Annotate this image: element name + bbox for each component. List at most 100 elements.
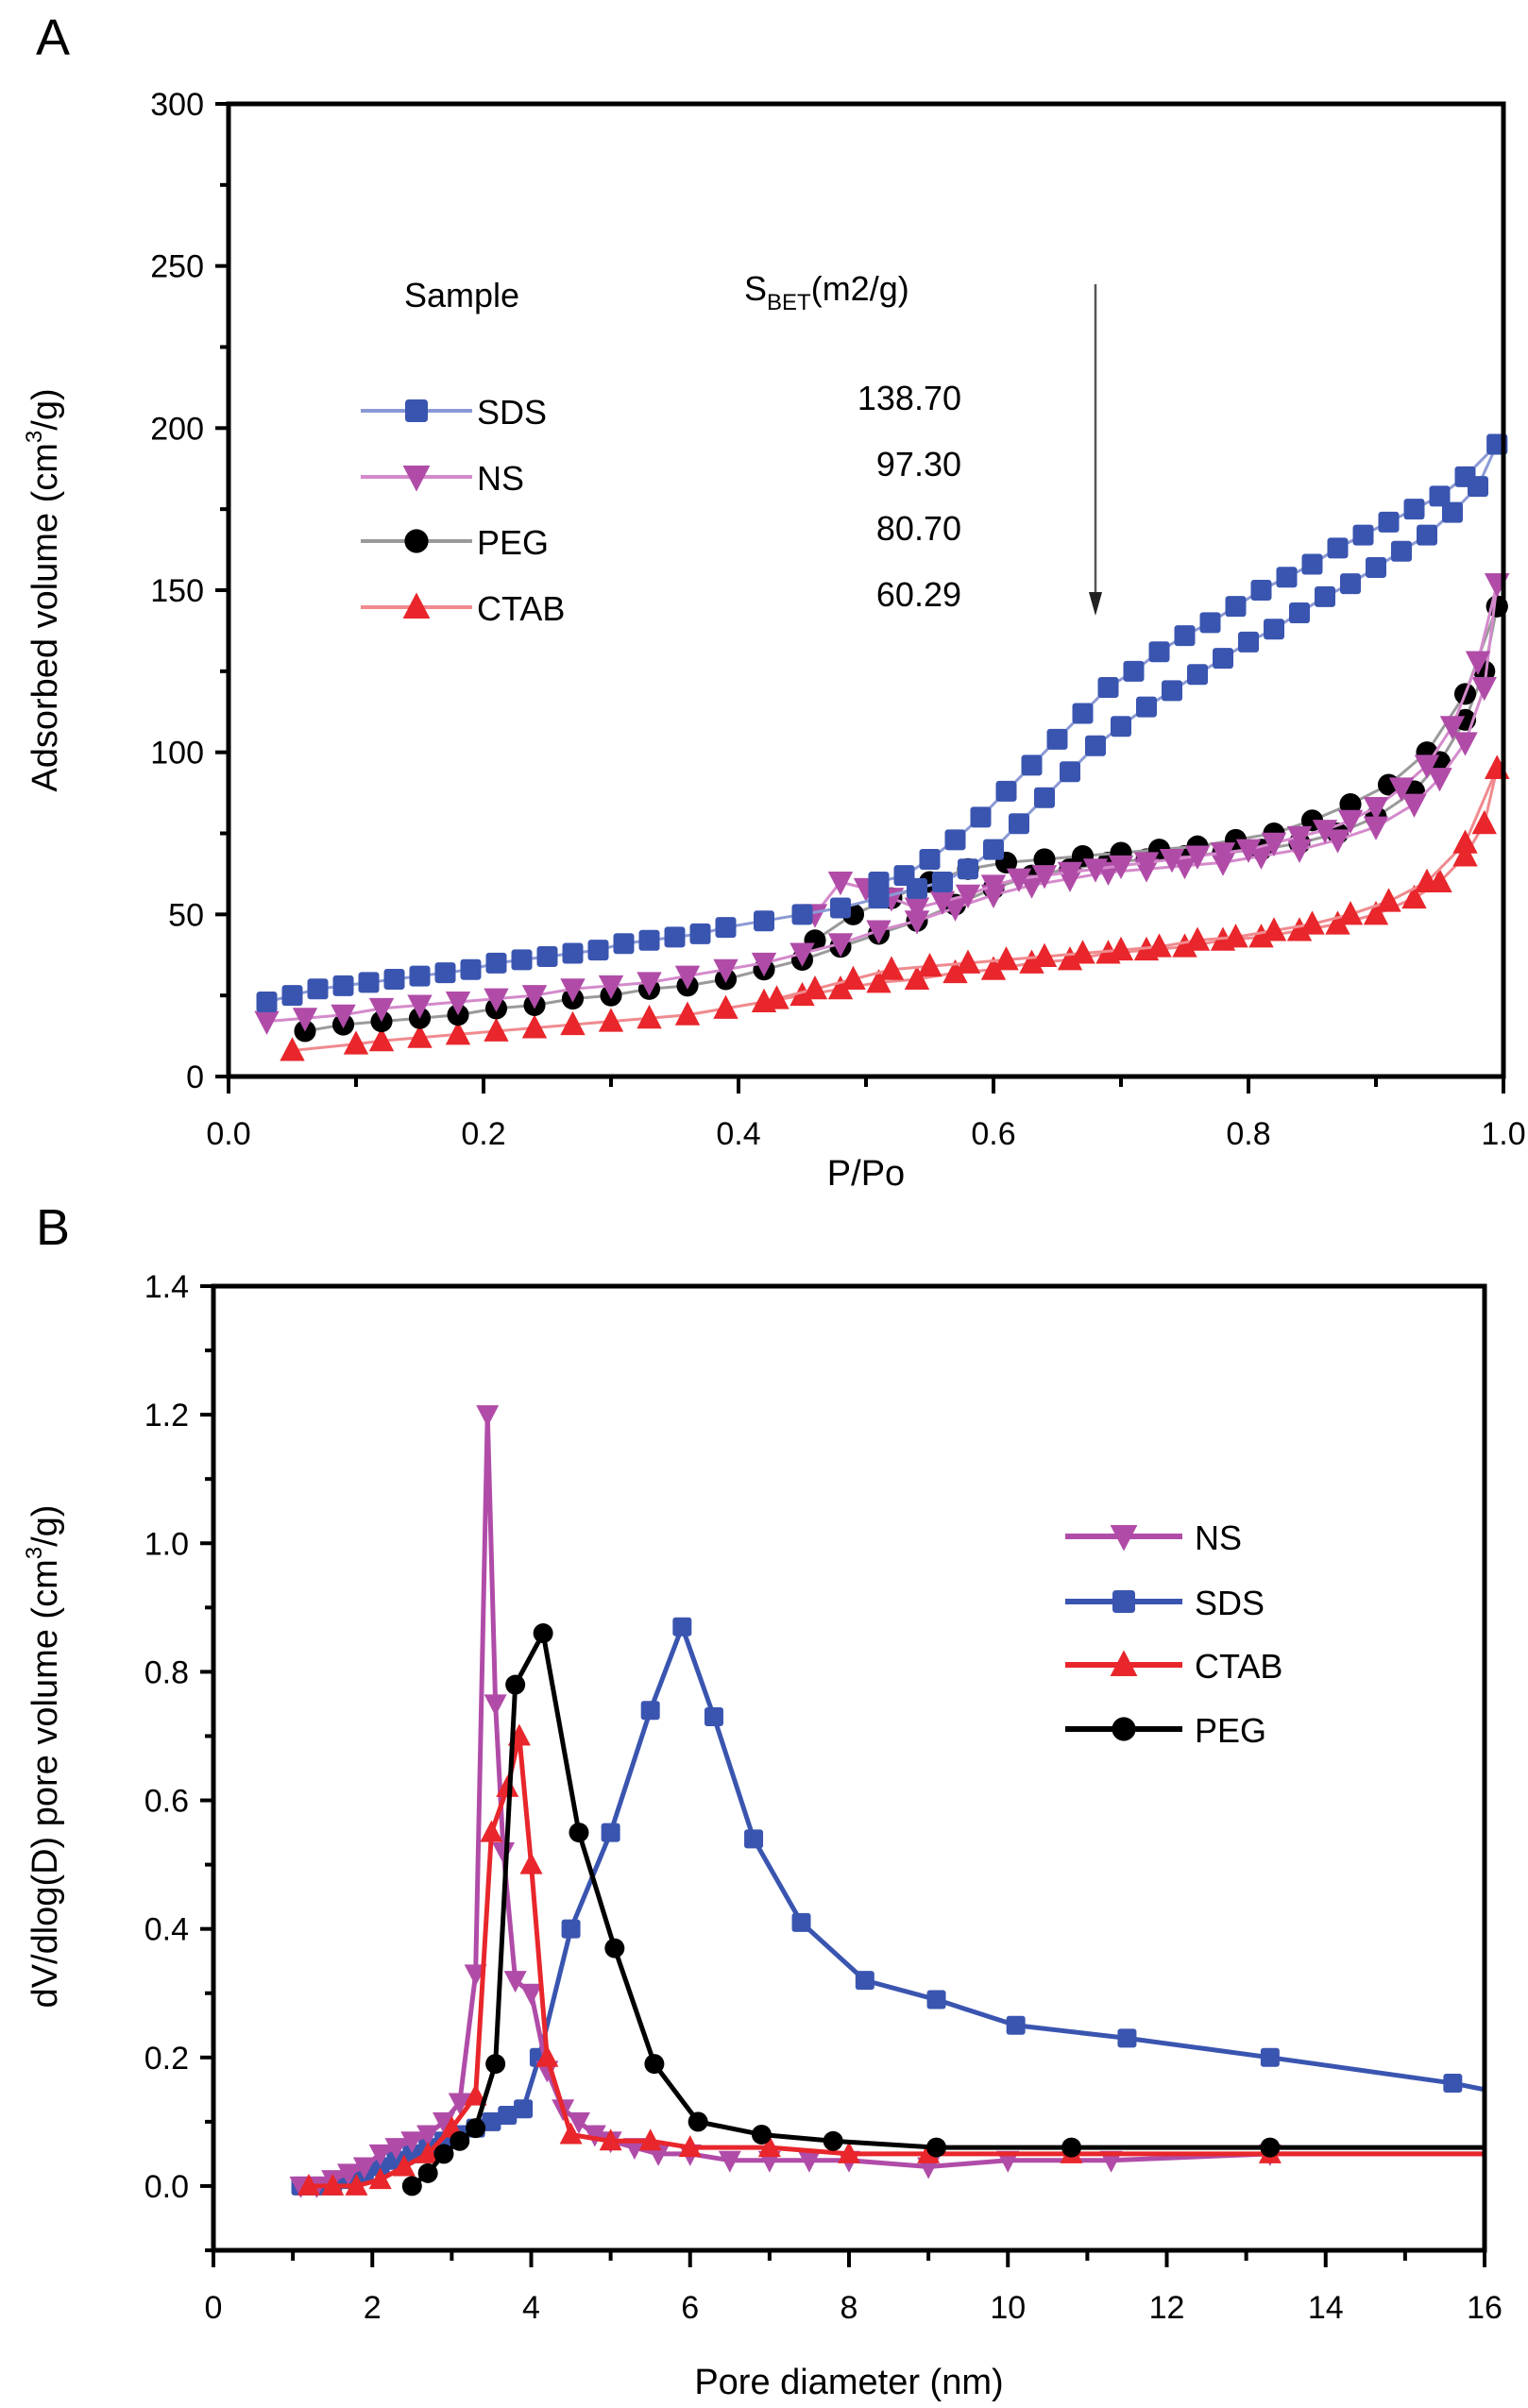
- point-sds: [1117, 2028, 1137, 2048]
- point-sds: [1260, 2047, 1280, 2067]
- point-ns: [368, 2144, 392, 2166]
- point-sds-adsorption: [307, 978, 329, 1000]
- point-ns-desorption: [827, 872, 854, 896]
- y-tick-label: 1.2: [144, 1398, 189, 1433]
- point-peg: [485, 2054, 506, 2075]
- y-tick-label: 200: [150, 411, 204, 447]
- point-sds: [926, 1990, 946, 2009]
- point-sds-desorption: [1301, 553, 1323, 575]
- point-ns-adsorption: [1471, 677, 1497, 702]
- point-sds: [482, 2111, 501, 2131]
- point-sds-adsorption: [1340, 573, 1361, 595]
- point-peg: [644, 2054, 665, 2075]
- point-sds-desorption: [868, 872, 890, 892]
- point-ns-adsorption: [1363, 816, 1389, 840]
- y-tick-label: 100: [150, 736, 204, 772]
- sbet-main: S: [744, 269, 767, 308]
- point-ctab-adsorption: [1452, 842, 1478, 867]
- point-ns: [583, 2125, 606, 2147]
- point-ns: [797, 2150, 821, 2173]
- point-ctab-adsorption: [1471, 809, 1497, 835]
- point-ctab: [345, 2173, 368, 2196]
- x-axis-title-b: Pore diameter (nm): [694, 2363, 1003, 2402]
- point-ctab-desorption: [917, 952, 942, 977]
- point-ctab-adsorption: [280, 1037, 305, 1061]
- point-ns-adsorption: [292, 1008, 318, 1032]
- line-ns-adsorption: [266, 583, 1499, 1024]
- panel-label-b: B: [36, 1199, 70, 1256]
- point-ctab: [757, 2135, 781, 2158]
- point-sds-adsorption: [1442, 501, 1463, 523]
- x-tick-label: 10: [990, 2290, 1026, 2326]
- point-sds-adsorption: [1238, 631, 1259, 653]
- legend-marker: [1112, 1590, 1135, 1613]
- point-sds-desorption: [1072, 703, 1094, 724]
- point-ctab-desorption: [1184, 926, 1211, 951]
- y-axis-title-a-pre: Adsorbed volume (cm: [25, 443, 65, 792]
- point-ctab: [535, 2044, 559, 2067]
- point-ctab-adsorption: [674, 1001, 701, 1026]
- point-ns-adsorption: [1401, 793, 1427, 818]
- point-ctab-adsorption: [1325, 910, 1350, 935]
- legend-label: PEG: [477, 523, 549, 562]
- x-tick-label: 0.8: [1226, 1116, 1270, 1152]
- legend-label: NS: [1195, 1518, 1242, 1557]
- point-ctab-desorption: [1146, 933, 1172, 958]
- point-peg: [751, 2124, 772, 2145]
- point-sds-adsorption: [409, 965, 431, 987]
- point-ns: [432, 2111, 455, 2134]
- point-ctab: [496, 1774, 519, 1797]
- point-sds-adsorption: [664, 926, 686, 948]
- point-peg: [433, 2144, 454, 2164]
- point-ns: [492, 1841, 516, 1864]
- series-a-ctab: [280, 755, 1510, 1061]
- legend-sbet-value: 60.29: [876, 575, 961, 614]
- point-sds-adsorption: [1264, 619, 1284, 640]
- legend-marker: [404, 529, 429, 553]
- point-ctab-desorption: [878, 956, 905, 980]
- y-axis-title-b: dV/dlog(D) pore volume (cm3/g): [22, 1505, 65, 2009]
- series-b-ns: [289, 1405, 1485, 2198]
- point-sds-adsorption: [256, 992, 278, 1013]
- y-axis-title-b-sup: 3: [22, 1547, 47, 1559]
- legend-item-sds: SDS: [1065, 1584, 1265, 1622]
- point-ctab-desorption: [1070, 940, 1095, 964]
- point-ns: [503, 1971, 527, 1993]
- point-peg: [823, 2130, 843, 2151]
- point-sds-adsorption: [1289, 602, 1310, 624]
- point-sds-adsorption: [1366, 556, 1386, 578]
- point-ns-adsorption: [674, 965, 701, 990]
- legend-marker: [1110, 1650, 1138, 1676]
- legend-marker: [1112, 1717, 1136, 1741]
- point-ns-desorption: [1082, 858, 1109, 883]
- point-sds-desorption: [1429, 485, 1451, 507]
- point-sds-adsorption: [358, 972, 380, 993]
- point-ns-adsorption: [866, 920, 891, 944]
- point-sds-adsorption: [383, 969, 405, 990]
- line-peg-adsorption: [304, 605, 1499, 1033]
- point-ctab-adsorption: [827, 975, 854, 1000]
- x-tick-label: 0.4: [716, 1116, 760, 1152]
- point-ctab-adsorption: [368, 1026, 395, 1052]
- x-tick-label: 12: [1149, 2290, 1185, 2326]
- point-ctab-adsorption: [1286, 917, 1313, 941]
- point-ctab-adsorption: [407, 1024, 433, 1048]
- point-ctab-desorption: [1452, 829, 1478, 854]
- point-peg: [604, 1938, 625, 1959]
- point-sds-desorption: [1352, 524, 1374, 546]
- series-b-sds: [291, 1617, 1486, 2196]
- point-sds-adsorption: [983, 839, 1004, 860]
- point-ctab-adsorption: [1172, 933, 1197, 958]
- point-sds: [601, 1823, 620, 1842]
- point-ns: [1099, 2150, 1123, 2173]
- series-b-ctab: [297, 1723, 1485, 2196]
- x-tick-label: 0: [205, 2290, 223, 2326]
- point-ctab-adsorption: [1363, 901, 1389, 925]
- point-ctab-adsorption: [1019, 949, 1044, 974]
- y-tick-label: 300: [150, 87, 204, 123]
- point-ctab-adsorption: [560, 1010, 586, 1036]
- point-ctab: [464, 2083, 487, 2106]
- point-ns-adsorption: [637, 972, 662, 996]
- point-sds-adsorption: [1162, 680, 1182, 702]
- point-ns-adsorption: [598, 975, 624, 1000]
